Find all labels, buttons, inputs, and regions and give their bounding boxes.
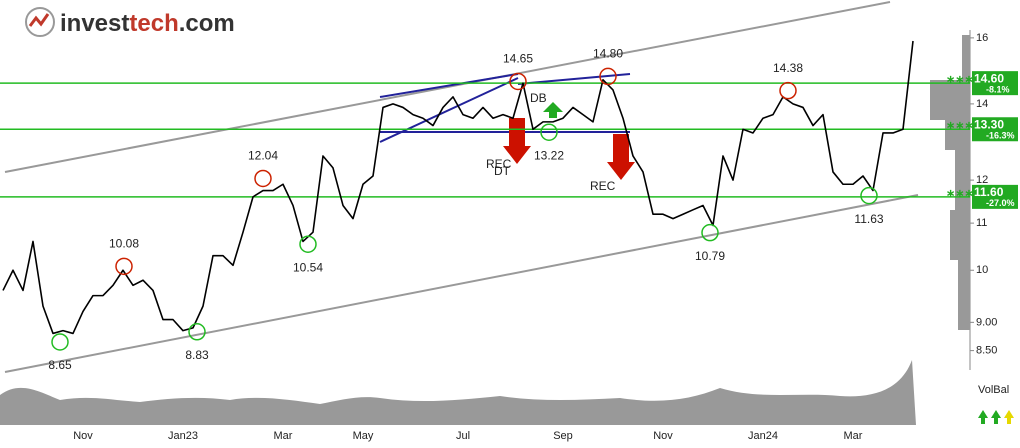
extreme-marker [701,223,719,242]
signal-label: DB [530,91,547,105]
y-tick-label: 10 [976,264,988,276]
volume-signal [978,410,1001,424]
extreme-marker [779,81,797,100]
extreme-label: 8.83 [185,348,209,362]
level-label: 13.30 [974,117,1004,131]
level-stars: ∗∗∗ [946,188,974,200]
extreme-label: 11.63 [854,212,883,226]
y-tick-label: 16 [976,32,988,44]
level-label: 14.60 [974,71,1004,85]
level-label: 11.60 [974,185,1004,199]
x-tick-label: Mar [844,430,863,442]
level-stars: ∗∗∗ [946,74,974,86]
logo-part: .com [179,10,235,37]
extreme-label: 14.65 [503,52,533,66]
level-stars: ∗∗∗ [946,120,974,132]
logo-icon [28,13,50,27]
extreme-label: 14.38 [773,61,803,75]
extreme-label: 14.80 [593,47,623,61]
extreme-marker [115,257,133,276]
x-tick-label: Jul [456,430,470,442]
extreme-label: 10.08 [109,236,139,250]
extreme-label: 10.54 [293,260,323,274]
trend-line [4,1,891,173]
x-tick-label: May [353,430,374,442]
extreme-marker [599,67,617,86]
level-change: -16.3% [986,131,1015,141]
extreme-marker [299,235,317,253]
x-tick-label: Nov [73,430,93,442]
price-line [2,40,914,335]
signal-arrow [607,134,635,180]
volume-area [0,360,916,425]
level-box [972,71,1018,96]
logo-part: invest [60,10,129,37]
extreme-marker [860,186,878,205]
x-tick-label: Jan24 [748,430,778,442]
trend-line [4,194,919,373]
signal-label: REC [486,157,512,171]
level-change: -8.1% [986,85,1010,95]
x-tick-label: Jan23 [168,430,198,442]
extreme-marker [254,169,272,188]
y-tick-label: 11 [976,217,987,229]
pattern-line [379,73,519,98]
price-histogram [930,35,970,330]
extreme-label: 12.04 [248,149,278,163]
y-tick-label: 9.00 [976,316,997,328]
signal-label: REC [590,179,616,193]
x-tick-label: Nov [653,430,673,442]
extreme-label: 8.65 [48,358,72,372]
level-box [972,184,1018,209]
signal-arrow [543,102,563,118]
extreme-marker [51,333,69,351]
logo-icon [25,7,55,37]
level-change: -27.0% [986,198,1015,208]
logo-part: tech [129,10,178,37]
y-tick-label: 8.50 [976,345,997,357]
level-box [972,117,1018,142]
extreme-label: 13.22 [534,148,564,162]
y-tick-label: 14 [976,98,988,110]
extreme-marker [509,72,527,91]
extreme-marker [188,323,206,341]
extreme-marker [540,123,558,141]
y-tick-label: 12 [976,174,988,186]
x-tick-label: Sep [553,430,573,442]
volume-label: VolBal [978,384,1009,396]
x-tick-label: Mar [274,430,293,442]
pattern-line [517,73,631,85]
volume-signal [1004,410,1014,424]
extreme-label: 10.79 [695,249,725,263]
signal-label: DT [494,164,511,178]
logo: investtech.com [60,10,235,37]
